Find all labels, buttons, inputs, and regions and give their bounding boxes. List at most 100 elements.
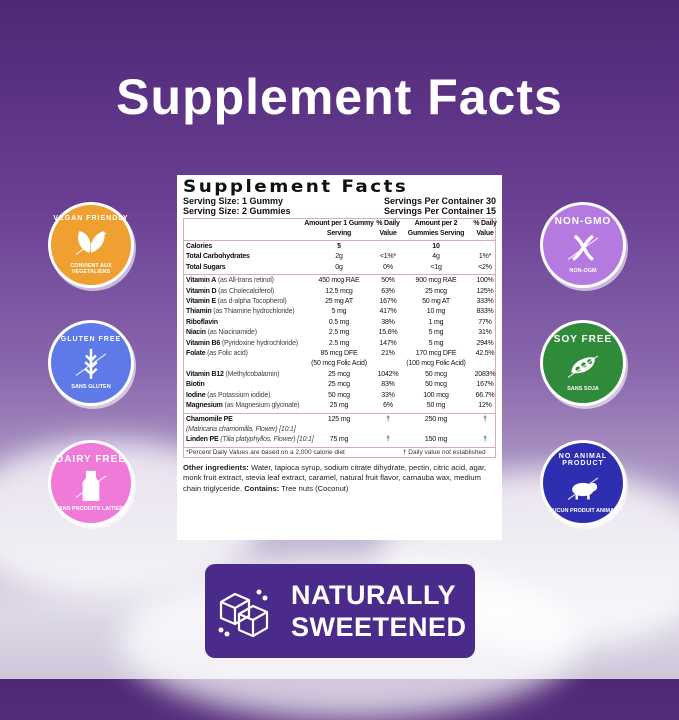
value-d1: 50% [381, 277, 395, 285]
table-row: Riboflavin 0.5 mg 38% 1 mg 77% [184, 318, 495, 328]
nutrient-name-cell: Calories [186, 242, 304, 252]
value-d2 [470, 425, 500, 435]
serving-size-1: Serving Size: 1 Gummy [183, 196, 284, 206]
nutrient-name: Linden PE [186, 436, 219, 444]
value-a1: 5 mg [331, 308, 347, 316]
value-a2: 10 [432, 243, 440, 250]
wheat-icon [75, 348, 107, 379]
badge-title: NO ANIMAL PRODUCT [558, 452, 608, 467]
value-a2: 250 mg [424, 415, 448, 423]
nutrient-name: Biotin [186, 381, 205, 389]
nutrient-source: (Pyridoxine hydrochloride) [221, 339, 298, 347]
footnote-dagger: † Daily value not established [402, 448, 486, 456]
sugar-cubes-icon [218, 589, 269, 638]
nutrient-source: (as All-trans retinol) [217, 277, 274, 285]
value-d2: 12% [478, 402, 492, 410]
nutrient-source: (as Thiamine hydrochloride) [213, 308, 295, 316]
value-a2: 25 mcg [425, 287, 447, 295]
facts-table: Amount per 1 Gummy Serving% Daily Value A… [183, 218, 497, 458]
value-d2: 66.7% [475, 391, 495, 399]
serving-size-2: Serving Size: 2 Gummies [183, 206, 291, 216]
value-d2: 294% [476, 339, 494, 347]
soybean-icon [567, 355, 599, 379]
value-a1: 0.5 mg [328, 318, 350, 326]
nutrient-name: Iodine [186, 391, 206, 399]
label-title: Supplement Facts [183, 177, 409, 197]
nutrient-name-cell: Total Sugars [186, 263, 304, 273]
table-row: Vitamin B6 (Pyridoxine hydrochloride) 2.5… [184, 339, 495, 349]
table-row: Vitamin B12 (Methylcobalamin) 25 mcg 1042%… [184, 370, 496, 380]
badge-gluten-free: GLUTEN FREE SANS GLUTEN [48, 320, 134, 406]
value-a2: 50 mg AT [422, 298, 450, 306]
table-row: Vitamin E (as d-alpha Tocopherol) 25 mg A… [184, 297, 495, 307]
value-d2: 42.5% [475, 350, 495, 358]
nutrient-name: Riboflavin [186, 318, 218, 326]
value-a2: 1 mg [428, 318, 444, 326]
pig-icon [567, 476, 599, 500]
value-d1: 33% [381, 391, 395, 399]
other-ingredients-text: Water, tapioca syrup, sodium citrate dih… [183, 462, 487, 493]
value-d1: † [386, 436, 390, 444]
value-d1: <1%* [379, 253, 397, 261]
value-a1: 2g [335, 253, 343, 261]
value-a1: 2.5 mg [328, 339, 350, 347]
contains-label: Contains: [244, 483, 280, 493]
table-row: Biotin 25 mcg 83% 50 mcg 167% [184, 380, 495, 390]
nutrient-name-cell: Riboflavin [186, 318, 304, 328]
leaf-icon [75, 231, 107, 256]
contains-text: Tree nuts (Coconut) [279, 483, 349, 493]
nutrient-name: Magnesium [186, 402, 223, 410]
footnote-dv: *Percent Daily Values are based on a 2,0… [186, 448, 345, 456]
nutrient-name: Total Carbohydrates [186, 253, 250, 261]
value-d1: 0% [383, 263, 393, 271]
nutrient-name-cell: Thiamin (as Thiamine hydrochloride) [186, 307, 304, 317]
table-row: (Matricaria chamomilla, Flower) [10:1] [184, 425, 495, 435]
value-d1: 21% [381, 350, 395, 358]
nutrient-name: Vitamin A [186, 277, 217, 285]
value-d2: <2% [478, 263, 492, 271]
value-a1: 75 mg [329, 436, 349, 444]
value-a2: 150 mg [424, 436, 448, 444]
value-d2: 167% [476, 381, 494, 389]
nutrient-source: (as Folic acid) [207, 350, 248, 358]
value-a1: 50 mcg [328, 391, 350, 399]
value-d2: 125% [476, 287, 494, 295]
nutrient-name: Vitamin B12 [186, 370, 224, 378]
value-d2: 333% [476, 298, 494, 306]
nutrient-source: (as Niacinamide) [207, 329, 258, 337]
value-d1: † [386, 415, 390, 423]
nutrient-source: (Tilia platyphyllos, Flower) [10:1] [220, 436, 314, 444]
value-d2: 1%* [478, 253, 492, 261]
table-row: Thiamin (as Thiamine hydrochloride) 5 mg 4… [184, 307, 495, 317]
table-row: Iodine (as Potassium iodide) 50 mcg 33% 100… [184, 391, 495, 401]
badge-title: GLUTEN FREE [60, 336, 122, 343]
value-a2: 5 mg [428, 329, 444, 337]
value-a2: 4g [432, 253, 440, 261]
value-a2: 100 mcg [423, 391, 449, 399]
value-d1: 83% [381, 381, 395, 389]
nutrient-name-cell: Vitamin D (as Cholecalciferol) [186, 287, 304, 297]
value-d2: 77% [478, 318, 492, 326]
badge-subtitle: NON-OGM [569, 268, 597, 274]
value-d1: 417% [379, 308, 397, 316]
nutrient-name-cell: Vitamin A (as All-trans retinol) [186, 276, 304, 286]
value-a2: (100 mcg Folic Acid) [406, 360, 466, 368]
nutrient-name: Thiamin [186, 308, 212, 316]
nutrient-source: (Methylcobalamin) [225, 370, 280, 378]
column-header [186, 219, 304, 238]
value-a1: 25 mg [329, 402, 349, 410]
value-a2: 10 mg [426, 308, 446, 316]
value-a2: 170 mcg DFE [415, 350, 457, 358]
value-a1: 2.5 mg [328, 329, 350, 337]
value-d1: 1042% [377, 370, 399, 378]
value-d2: † [483, 436, 487, 444]
badge-title: VEGAN FRIENDLY [53, 215, 129, 222]
table-row: Total Sugars 0g 0% <1g <2% [184, 263, 495, 273]
nutrients-section: Vitamin A (as All-trans retinol) 450 mcg … [184, 275, 496, 414]
value-a2: 50 mcg [425, 381, 447, 389]
nutrient-name-cell: Niacin (as Niacinamide) [186, 328, 304, 338]
badge-subtitle: SANS SOJA [567, 386, 599, 392]
table-row: Linden PE (Tilia platyphyllos, Flower) [… [184, 435, 495, 445]
macros-section: Calories 5 10 Total Carbohydrates 2g <1%* 4g… [184, 241, 495, 276]
value-d1: 63% [381, 287, 395, 295]
